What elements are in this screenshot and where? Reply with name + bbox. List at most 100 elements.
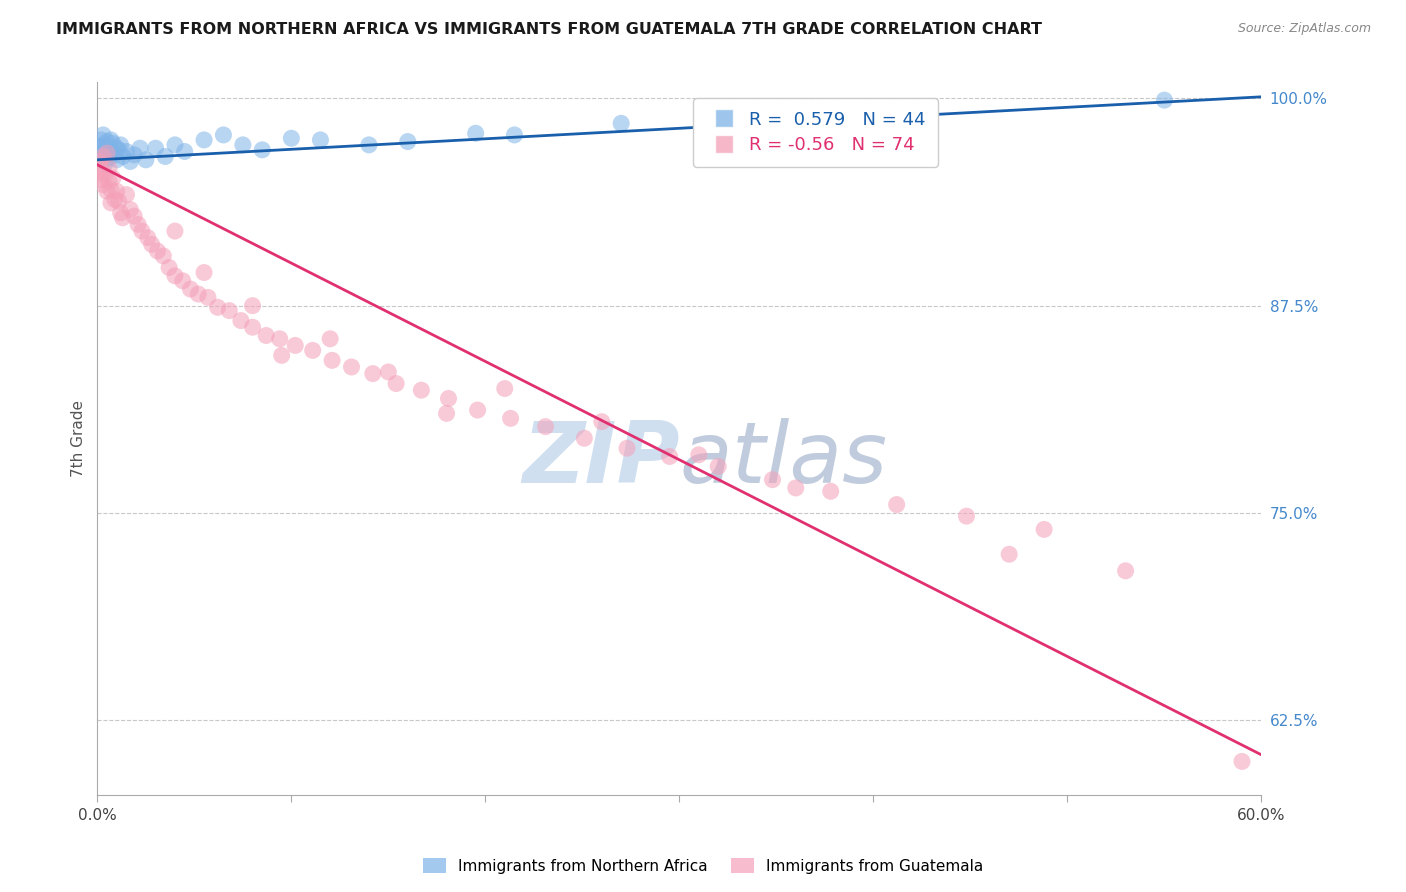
Point (135, 153, 157, 167)
Point (1230, 755, 1253, 769)
Point (111, 149, 134, 163)
Point (131, 224, 153, 238)
Text: Source: ZipAtlas.com: Source: ZipAtlas.com (1237, 22, 1371, 36)
Point (100, 183, 122, 197)
Point (610, 116, 633, 130)
Point (101, 136, 124, 151)
Point (157, 260, 180, 275)
Point (115, 187, 138, 202)
Point (107, 194, 129, 209)
Point (94, 145, 117, 159)
Point (396, 135, 419, 149)
Point (145, 141, 167, 155)
Point (187, 287, 209, 301)
Point (163, 137, 186, 152)
Point (321, 353, 343, 368)
Point (129, 141, 152, 155)
Point (955, 509, 977, 524)
Point (89, 139, 111, 153)
Point (503, 128, 526, 142)
Point (136, 230, 159, 244)
Point (96, 184, 118, 198)
Point (98, 139, 121, 153)
Point (100, 145, 122, 159)
Point (411, 383, 433, 397)
Point (197, 290, 219, 304)
Point (104, 148, 127, 162)
Point (89, 148, 111, 162)
Point (96, 146, 118, 161)
Point (886, 498, 908, 512)
Point (122, 209, 145, 223)
Point (658, 450, 681, 464)
Point (301, 343, 323, 358)
Point (105, 153, 128, 167)
Point (464, 126, 486, 140)
Point (120, 202, 142, 217)
Point (1115, 564, 1137, 578)
Point (155, 149, 177, 163)
Text: atlas: atlas (679, 418, 887, 501)
Point (218, 303, 240, 318)
Point (89, 154, 111, 169)
Point (229, 313, 252, 327)
Point (437, 392, 460, 406)
Point (91, 137, 114, 152)
Point (242, 299, 264, 313)
Point (269, 332, 291, 346)
Point (998, 547, 1021, 561)
Point (785, 481, 807, 495)
Point (141, 237, 163, 252)
Text: ZIP: ZIP (522, 418, 679, 501)
Point (280, 131, 302, 145)
Point (110, 137, 132, 152)
Point (105, 184, 128, 198)
Point (91, 178, 114, 192)
Point (284, 338, 307, 352)
Point (98, 161, 121, 175)
Point (1153, 93, 1175, 107)
Point (172, 274, 194, 288)
Point (127, 218, 149, 232)
Point (105, 141, 128, 155)
Point (98, 151, 121, 165)
Point (436, 406, 458, 420)
Point (120, 154, 142, 169)
Point (100, 195, 122, 210)
Text: IMMIGRANTS FROM NORTHERN AFRICA VS IMMIGRANTS FROM GUATEMALA 7TH GRADE CORRELATI: IMMIGRANTS FROM NORTHERN AFRICA VS IMMIG… (56, 22, 1042, 37)
Point (499, 411, 522, 425)
Point (173, 145, 195, 159)
Point (254, 328, 277, 343)
Legend: R =  0.579   N = 44, R = -0.56   N = 74: R = 0.579 N = 44, R = -0.56 N = 74 (693, 98, 938, 167)
Point (591, 415, 613, 429)
Point (616, 441, 638, 455)
Point (212, 128, 235, 142)
Point (494, 382, 516, 396)
Point (96, 146, 118, 161)
Point (242, 320, 264, 334)
Point (207, 301, 229, 315)
Point (357, 137, 380, 152)
Point (94, 168, 117, 182)
Point (104, 193, 127, 207)
Y-axis label: 7th Grade: 7th Grade (72, 400, 86, 476)
Point (90, 161, 112, 175)
Legend: Immigrants from Northern Africa, Immigrants from Guatemala: Immigrants from Northern Africa, Immigra… (416, 852, 990, 880)
Point (90, 172, 112, 186)
Point (574, 431, 596, 445)
Point (94, 156, 117, 170)
Point (98, 174, 121, 188)
Point (361, 367, 384, 381)
Point (111, 211, 134, 225)
Point (688, 448, 710, 462)
Point (91, 128, 114, 142)
Point (90, 133, 112, 147)
Point (89, 164, 111, 178)
Point (467, 403, 489, 417)
Point (270, 348, 292, 362)
Point (110, 206, 132, 220)
Point (377, 365, 399, 379)
Point (91, 149, 114, 163)
Point (122, 148, 145, 162)
Point (193, 133, 215, 147)
